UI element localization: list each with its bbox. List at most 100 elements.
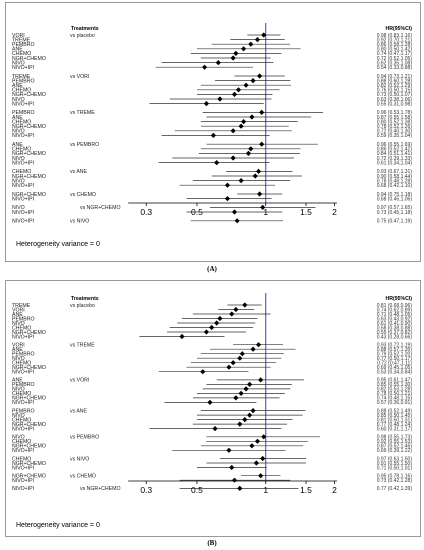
hr-ci-value: 0.72 (0.47,1.11) [377, 361, 412, 367]
hr-ci-header: HR(95%CI) [385, 296, 412, 302]
row-label: PEMBRO [12, 110, 34, 116]
hr-point-marker [249, 443, 255, 449]
row-label: TREME [12, 74, 31, 80]
hr-point-marker [257, 73, 263, 79]
row-label: NGR+CHEMO [12, 396, 46, 402]
hr-ci-value: 0.60 (0.31,1.17) [377, 426, 413, 432]
hr-ci-value: 0.71 (0.48,1.05) [377, 312, 413, 318]
hr-point-marker [229, 311, 235, 317]
hr-point-marker [250, 346, 256, 352]
hr-point-marker [254, 37, 261, 43]
row-label: CHEMO [12, 391, 31, 397]
hr-point-marker [247, 381, 253, 387]
row-label: ANE [12, 142, 23, 148]
row-label: NIVO [12, 129, 25, 135]
heterogeneity-footer: Heterogeneity variance = 0 [16, 241, 100, 248]
row-label: CHEMO [12, 361, 31, 367]
row-label: VORI [12, 343, 25, 349]
hr-point-marker [214, 320, 220, 326]
hr-point-marker [238, 178, 244, 184]
hr-ci-value: 0.97 (0.63,1.50) [377, 456, 413, 462]
hr-ci-value: 0.69 (0.39,1.22) [377, 448, 413, 454]
hr-point-marker [235, 87, 242, 93]
hr-ci-value: 0.93 (0.72,1.19) [377, 343, 413, 349]
row-label: ANE [12, 347, 23, 353]
row-label: NIVO+IPI [12, 478, 34, 484]
row-label: NIVO+IPI [12, 101, 34, 107]
hr-point-marker [237, 355, 243, 361]
hr-ci-value: 0.72 (0.40,1.30) [377, 129, 413, 135]
hr-ci-value: 0.98 (0.55,1.73) [377, 435, 413, 441]
row-label: NIVO+IPI [12, 133, 34, 139]
comparator-label: vs NIVO [70, 219, 89, 225]
hr-point-marker [240, 119, 247, 125]
row-label: NIVO [12, 321, 25, 327]
hr-point-marker [255, 342, 262, 348]
comparator-label: vs VORI [70, 74, 89, 80]
comparator-label: vs NGR+CHEMO [80, 486, 121, 492]
row-label: NIVO [12, 178, 25, 184]
row-label: NIVO+IPI [12, 400, 34, 406]
hr-point-marker [238, 390, 244, 396]
row-label: NIVO [12, 356, 25, 362]
row-label: NIVO+IPI [12, 334, 34, 340]
hr-point-marker [250, 78, 256, 84]
row-label: PEMBRO [12, 382, 34, 388]
row-label: NIVO+IPI [12, 196, 34, 202]
comparator-label: vs placebo [70, 303, 95, 309]
comparator-label: vs TREME [70, 110, 95, 116]
row-label: NGR+CHEMO [12, 474, 46, 480]
hr-point-marker [230, 155, 236, 161]
hr-point-marker [234, 218, 240, 224]
hr-ci-value: 0.80 (0.50,1.42) [377, 47, 413, 53]
hr-ci-value: 0.68 (0.42,1.10) [377, 183, 413, 189]
row-label: PEMBRO [12, 316, 34, 322]
hr-ci-value: 0.85 (0.55,1.30) [377, 382, 413, 388]
hr-ci-value: 0.79 (0.52,1.20) [377, 352, 413, 358]
hr-point-marker [212, 426, 218, 432]
comparator-label: vs VORI [70, 378, 89, 384]
hr-point-marker [233, 50, 239, 56]
hr-point-marker [209, 324, 215, 331]
comparator-label: vs PEMBRO [70, 435, 99, 441]
hr-ci-value: 0.92 (0.55,1.53) [377, 439, 413, 445]
hr-ci-value: 0.86 (0.52,1.42) [377, 147, 413, 153]
hr-ci-value: 0.53 (0.34,0.84) [377, 370, 413, 376]
hr-point-marker [243, 82, 249, 88]
hr-ci-value: 0.82 (0.52,1.29) [377, 83, 413, 89]
row-label: PEMBRO [12, 352, 34, 358]
hr-point-marker [226, 447, 232, 453]
row-label: CHEMO [12, 88, 31, 94]
hr-ci-value: 0.71 (0.50,1.01) [377, 465, 413, 471]
hr-point-marker [248, 146, 254, 152]
x-tick-label: 1.5 [300, 485, 312, 495]
row-label: NIVO [12, 97, 25, 103]
treatments-header: Treatments [71, 296, 99, 302]
hr-ci-value: 0.85 (0.50,1.45) [377, 413, 413, 419]
row-label: NIVO+IPI [12, 183, 34, 189]
x-tick-label: 0.5 [191, 485, 203, 495]
hr-ci-value: 0.74 (0.47,1.17) [377, 51, 413, 57]
hr-ci-value: 0.74 (0.62,0.89) [377, 307, 413, 313]
row-label: NIVO+IPI [12, 465, 34, 471]
row-label: NIVO [12, 205, 25, 211]
hr-ci-value: 0.91 (0.55,1.50) [377, 461, 413, 467]
row-label: ANE [12, 378, 23, 384]
hr-ci-value: 0.62 (0.35,1.08) [377, 60, 413, 66]
hr-point-marker [249, 114, 255, 120]
hr-point-marker [217, 96, 223, 102]
row-label: CHEMO [12, 147, 31, 153]
hr-point-marker [231, 477, 238, 483]
row-label: NIVO [12, 387, 25, 393]
comparator-label: vs ANE [70, 169, 88, 175]
row-label: CHEMO [12, 417, 31, 423]
hr-ci-value: 0.88 (0.60,1.28) [377, 78, 413, 84]
hr-ci-value: 0.77 (0.42,1.39) [377, 486, 413, 492]
panel-b-caption: (B) [207, 539, 217, 547]
hr-ci-value: 0.76 (0.50,1.15) [377, 88, 413, 94]
hr-ci-value: 0.55 (0.31,0.98) [377, 101, 413, 107]
hr-ci-value: 0.59 (0.35,1.04) [377, 133, 413, 139]
hr-ci-value: 0.81 (0.68,0.96) [377, 303, 413, 309]
panel-a-caption: (A) [207, 265, 217, 273]
row-label: NGR+CHEMO [12, 56, 46, 62]
